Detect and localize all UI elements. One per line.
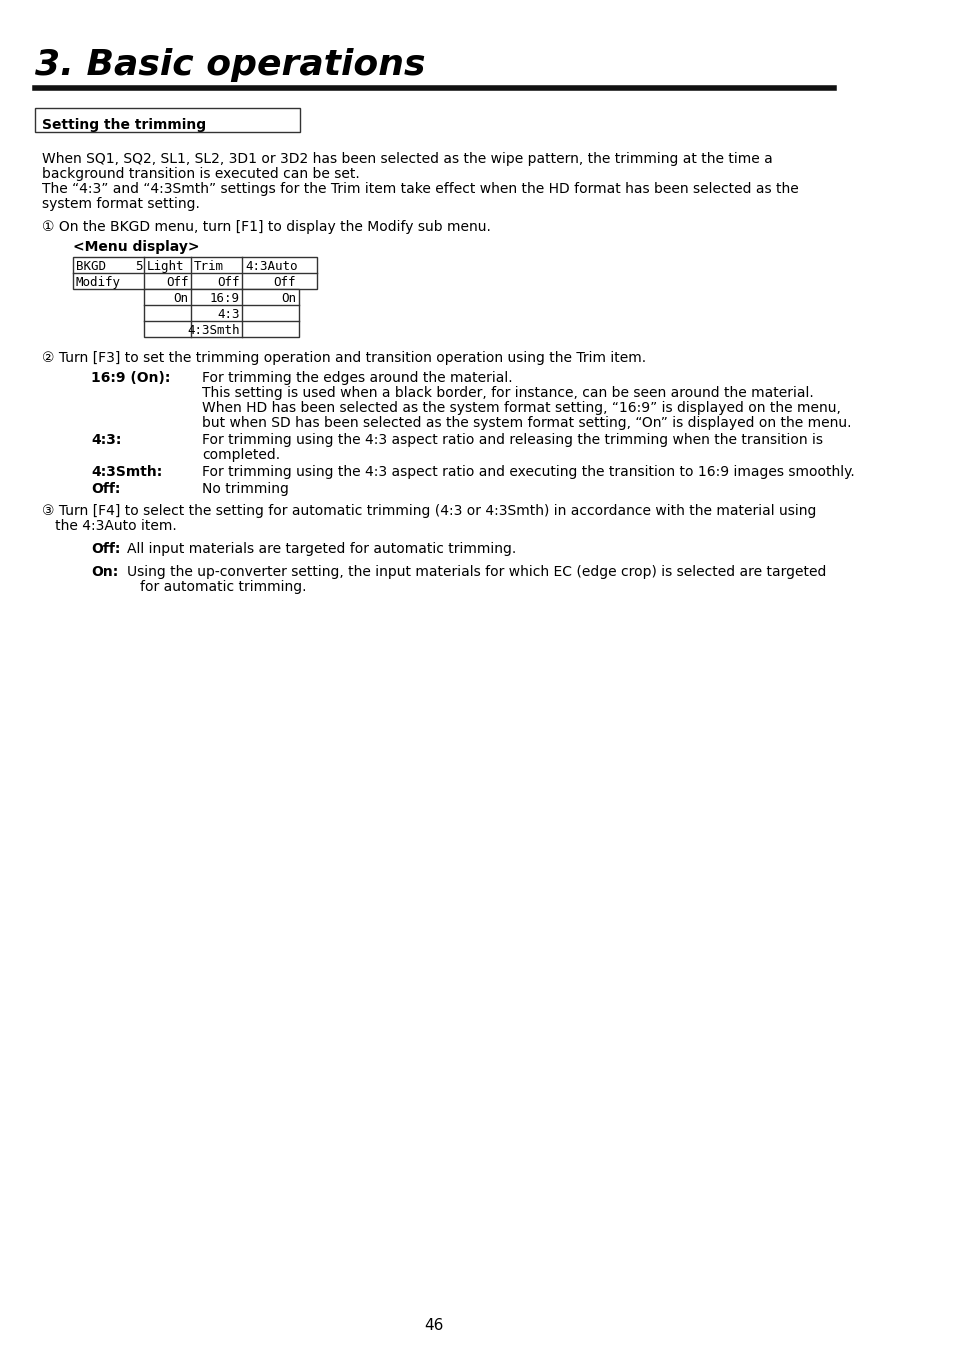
Text: For trimming using the 4:3 aspect ratio and executing the transition to 16:9 ima: For trimming using the 4:3 aspect ratio … xyxy=(202,465,854,479)
FancyBboxPatch shape xyxy=(72,257,316,288)
Text: the 4:3Auto item.: the 4:3Auto item. xyxy=(42,519,176,532)
Text: When SQ1, SQ2, SL1, SL2, 3D1 or 3D2 has been selected as the wipe pattern, the t: When SQ1, SQ2, SL1, SL2, 3D1 or 3D2 has … xyxy=(42,152,772,166)
Text: Using the up-converter setting, the input materials for which EC (edge crop) is : Using the up-converter setting, the inpu… xyxy=(128,565,826,580)
Text: For trimming the edges around the material.: For trimming the edges around the materi… xyxy=(202,371,512,386)
Text: Off:: Off: xyxy=(91,542,120,555)
FancyBboxPatch shape xyxy=(34,108,300,132)
Text: Trim: Trim xyxy=(193,260,224,274)
Text: Off: Off xyxy=(216,276,239,288)
Text: 4:3Auto: 4:3Auto xyxy=(245,260,297,274)
Text: Off: Off xyxy=(166,276,189,288)
Text: for automatic trimming.: for automatic trimming. xyxy=(140,580,306,594)
Text: For trimming using the 4:3 aspect ratio and releasing the trimming when the tran: For trimming using the 4:3 aspect ratio … xyxy=(202,433,822,448)
Text: On: On xyxy=(280,293,295,305)
Text: 4:3:: 4:3: xyxy=(91,433,121,448)
Text: 16:9: 16:9 xyxy=(210,293,239,305)
Text: completed.: completed. xyxy=(202,448,280,462)
Text: Setting the trimming: Setting the trimming xyxy=(42,119,206,132)
Text: The “4:3” and “4:3Smth” settings for the Trim item take effect when the HD forma: The “4:3” and “4:3Smth” settings for the… xyxy=(42,182,798,195)
Text: <Menu display>: <Menu display> xyxy=(72,240,199,253)
Text: All input materials are targeted for automatic trimming.: All input materials are targeted for aut… xyxy=(128,542,517,555)
FancyBboxPatch shape xyxy=(144,288,298,337)
Text: but when SD has been selected as the system format setting, “On” is displayed on: but when SD has been selected as the sys… xyxy=(202,417,851,430)
Text: 4:3: 4:3 xyxy=(216,307,239,321)
Text: background transition is executed can be set.: background transition is executed can be… xyxy=(42,167,359,181)
Text: 46: 46 xyxy=(424,1318,443,1333)
Text: Modify: Modify xyxy=(75,276,120,288)
Text: ③ Turn [F4] to select the setting for automatic trimming (4:3 or 4:3Smth) in acc: ③ Turn [F4] to select the setting for au… xyxy=(42,504,816,518)
Text: No trimming: No trimming xyxy=(202,483,289,496)
Text: When HD has been selected as the system format setting, “16:9” is displayed on t: When HD has been selected as the system … xyxy=(202,400,841,415)
Text: ① On the BKGD menu, turn [F1] to display the Modify sub menu.: ① On the BKGD menu, turn [F1] to display… xyxy=(42,220,490,235)
Text: system format setting.: system format setting. xyxy=(42,197,199,212)
Text: ② Turn [F3] to set the trimming operation and transition operation using the Tri: ② Turn [F3] to set the trimming operatio… xyxy=(42,350,645,365)
Text: On: On xyxy=(173,293,189,305)
Text: 16:9 (On):: 16:9 (On): xyxy=(91,371,171,386)
Text: 4:3Smth:: 4:3Smth: xyxy=(91,465,162,479)
Text: 4:3Smth: 4:3Smth xyxy=(187,324,239,337)
Text: On:: On: xyxy=(91,565,118,580)
Text: This setting is used when a black border, for instance, can be seen around the m: This setting is used when a black border… xyxy=(202,386,813,400)
Text: Off:: Off: xyxy=(91,483,120,496)
Text: 3. Basic operations: 3. Basic operations xyxy=(34,49,425,82)
Text: Off: Off xyxy=(274,276,295,288)
Text: Light: Light xyxy=(147,260,184,274)
Text: BKGD    5: BKGD 5 xyxy=(75,260,143,274)
